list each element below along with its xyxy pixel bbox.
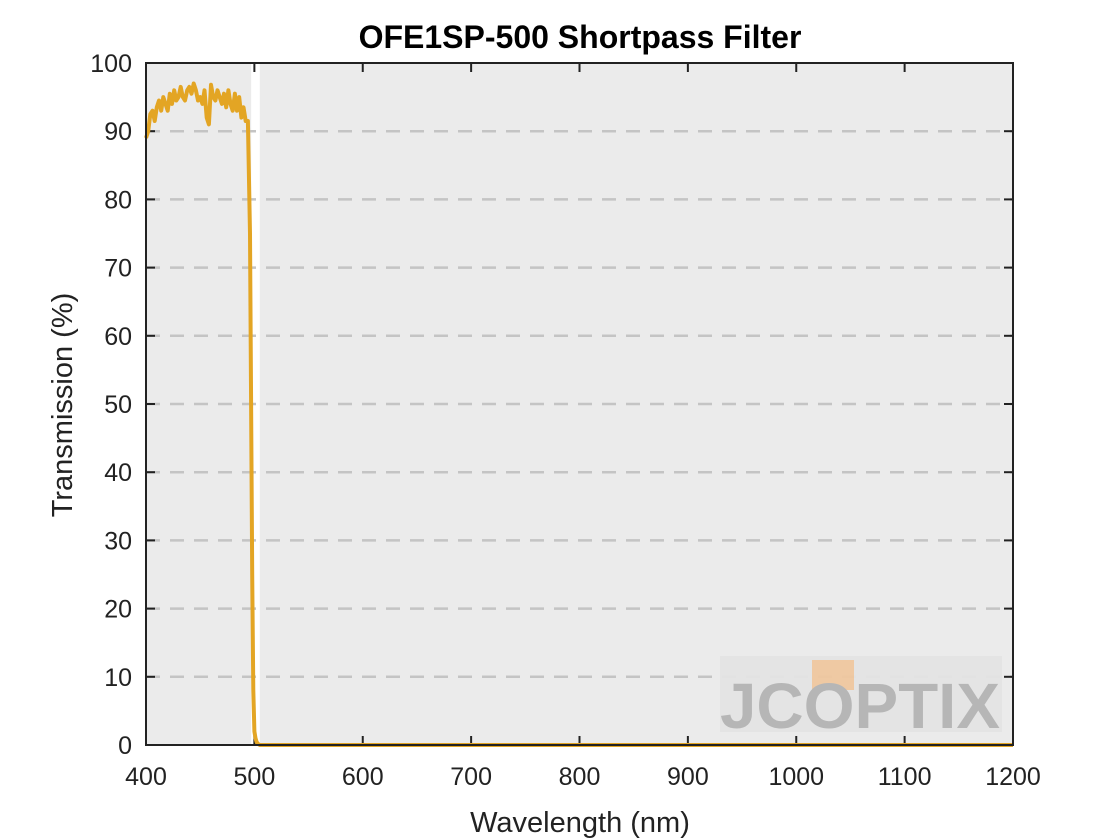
x-tick-label: 1000 — [768, 763, 824, 791]
y-tick-label: 60 — [104, 323, 132, 351]
x-tick-label: 600 — [342, 763, 384, 791]
plot-frame — [145, 62, 1014, 746]
y-tick-label: 80 — [104, 186, 132, 214]
watermark: JCOPTIX — [720, 656, 1002, 742]
x-tick-label: 700 — [450, 763, 492, 791]
x-tick-label: 900 — [667, 763, 709, 791]
y-tick-label: 50 — [104, 391, 132, 419]
x-tick-label: 800 — [559, 763, 601, 791]
x-tick-labels: 400 500 600 700 800 900 1000 1100 1200 — [125, 763, 1041, 791]
chart-title: OFE1SP-500 Shortpass Filter — [359, 19, 802, 55]
watermark-accent — [812, 660, 854, 690]
y-tick-label: 90 — [104, 118, 132, 146]
y-axis-label: Transmission (%) — [47, 293, 79, 518]
x-tick-label: 1100 — [878, 763, 932, 791]
x-tick-label: 1200 — [985, 763, 1041, 791]
y-tick-label: 0 — [118, 732, 132, 760]
watermark-panel — [720, 656, 1002, 732]
y-tick-label: 40 — [104, 459, 132, 487]
watermark-text: JCOPTIX — [720, 670, 1000, 742]
y-tick-label: 100 — [90, 50, 132, 78]
y-tick-label: 20 — [104, 596, 132, 624]
y-tick-label: 30 — [104, 527, 132, 555]
x-tick-label: 400 — [125, 763, 167, 791]
y-tick-label: 70 — [104, 255, 132, 283]
y-tick-labels: 0 10 20 30 40 50 60 70 80 90 100 — [90, 50, 132, 760]
x-axis-label: Wavelength (nm) — [470, 807, 690, 839]
y-tick-label: 10 — [104, 664, 132, 692]
x-tick-label: 500 — [234, 763, 276, 791]
